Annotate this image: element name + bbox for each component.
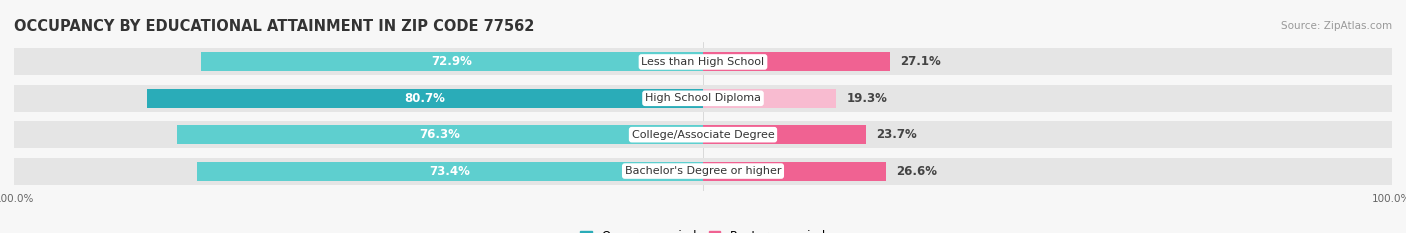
Text: 27.1%: 27.1% [900, 55, 941, 69]
Bar [14, 48, 703, 75]
Text: 76.3%: 76.3% [420, 128, 461, 141]
Bar [703, 162, 886, 181]
Text: 72.9%: 72.9% [432, 55, 472, 69]
Text: College/Associate Degree: College/Associate Degree [631, 130, 775, 140]
Bar [703, 125, 866, 144]
Legend: Owner-occupied, Renter-occupied: Owner-occupied, Renter-occupied [575, 225, 831, 233]
Text: 19.3%: 19.3% [846, 92, 887, 105]
Bar [703, 121, 1392, 148]
Bar [14, 158, 703, 185]
Text: High School Diploma: High School Diploma [645, 93, 761, 103]
Bar [14, 85, 703, 112]
Bar [703, 85, 1392, 112]
Bar [703, 52, 890, 71]
Text: Source: ZipAtlas.com: Source: ZipAtlas.com [1281, 21, 1392, 31]
Bar [197, 162, 703, 181]
Bar [201, 52, 703, 71]
Bar [703, 89, 837, 108]
Bar [14, 121, 703, 148]
Text: 73.4%: 73.4% [430, 164, 471, 178]
Bar [703, 48, 1392, 75]
Text: 26.6%: 26.6% [897, 164, 938, 178]
Bar [703, 158, 1392, 185]
Text: 80.7%: 80.7% [405, 92, 446, 105]
Bar [177, 125, 703, 144]
Text: Less than High School: Less than High School [641, 57, 765, 67]
Bar [148, 89, 703, 108]
Text: OCCUPANCY BY EDUCATIONAL ATTAINMENT IN ZIP CODE 77562: OCCUPANCY BY EDUCATIONAL ATTAINMENT IN Z… [14, 19, 534, 34]
Text: Bachelor's Degree or higher: Bachelor's Degree or higher [624, 166, 782, 176]
Text: 23.7%: 23.7% [876, 128, 917, 141]
